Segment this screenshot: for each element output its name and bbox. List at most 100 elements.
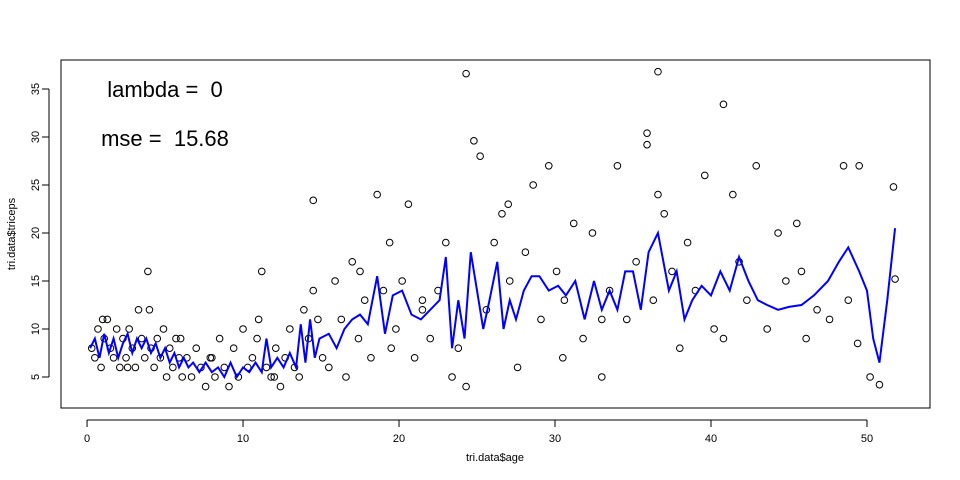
- data-point: [569, 219, 578, 228]
- x-tick-label: 20: [393, 433, 405, 445]
- data-point: [649, 296, 658, 304]
- data-point: [159, 325, 168, 333]
- data-point: [813, 305, 821, 314]
- data-point: [521, 248, 530, 256]
- data-point: [598, 373, 606, 381]
- data-point: [853, 339, 862, 348]
- data-point: [605, 286, 614, 295]
- data-point: [295, 373, 303, 381]
- data-point: [367, 353, 375, 362]
- data-point: [379, 286, 388, 295]
- data-point: [254, 315, 263, 324]
- data-point: [342, 373, 350, 381]
- data-point: [94, 325, 102, 333]
- data-point: [774, 229, 782, 237]
- data-point: [404, 200, 413, 208]
- data-point: [206, 353, 215, 362]
- data-point: [729, 190, 737, 199]
- data-point: [156, 353, 165, 362]
- data-point: [192, 344, 201, 352]
- data-point: [660, 209, 668, 218]
- x-tick-label: 50: [861, 433, 873, 445]
- data-point: [116, 363, 124, 372]
- data-point: [162, 373, 171, 381]
- data-point: [442, 238, 450, 247]
- data-point: [109, 353, 118, 362]
- data-point: [262, 363, 271, 372]
- data-point: [462, 382, 470, 391]
- data-point: [398, 277, 406, 285]
- data-point: [112, 325, 121, 333]
- data-point: [622, 315, 631, 324]
- data-point: [176, 334, 185, 343]
- data-point: [356, 267, 364, 276]
- data-point: [802, 334, 810, 343]
- data-point: [309, 196, 318, 205]
- data-point: [579, 334, 587, 343]
- data-point: [891, 275, 899, 283]
- data-point: [270, 373, 279, 381]
- x-axis-label: tri.data$age: [466, 452, 524, 464]
- fit-line: [89, 228, 897, 380]
- data-point: [719, 334, 728, 343]
- data-point: [271, 344, 280, 352]
- data-point: [309, 286, 318, 295]
- data-point: [144, 267, 152, 276]
- data-point: [253, 334, 261, 343]
- data-point: [225, 382, 233, 391]
- data-point: [710, 325, 718, 333]
- data-point: [134, 305, 143, 314]
- y-axis-label: tri.data$triceps: [6, 197, 18, 270]
- data-point: [825, 315, 834, 324]
- data-point: [354, 334, 363, 343]
- data-point: [331, 277, 339, 285]
- data-point: [300, 305, 308, 314]
- data-point: [700, 171, 709, 180]
- data-point: [782, 277, 790, 285]
- data-point: [276, 382, 285, 391]
- annotation: mse = 15.68: [101, 126, 229, 151]
- data-point: [410, 353, 419, 362]
- data-point: [454, 344, 463, 352]
- data-point: [318, 353, 327, 362]
- data-point: [613, 161, 622, 170]
- data-point: [855, 161, 863, 170]
- data-point: [683, 238, 692, 247]
- data-point: [544, 161, 553, 170]
- data-point: [462, 69, 470, 78]
- data-point: [470, 137, 478, 145]
- data-point: [418, 296, 427, 304]
- data-point: [598, 315, 606, 324]
- y-tick-label: 20: [30, 227, 42, 239]
- data-point: [172, 334, 180, 343]
- data-point: [448, 373, 456, 381]
- data-point: [513, 363, 522, 372]
- data-point: [632, 257, 640, 266]
- data-point: [337, 315, 346, 324]
- data-point: [91, 353, 99, 362]
- data-point: [668, 267, 676, 276]
- data-point: [122, 353, 130, 362]
- data-point: [211, 373, 219, 381]
- x-tick-label: 40: [705, 433, 717, 445]
- y-tick-label: 30: [30, 131, 42, 143]
- data-point: [889, 183, 898, 191]
- data-point: [743, 296, 751, 304]
- y-tick-label: 5: [30, 374, 42, 380]
- data-point: [314, 315, 322, 324]
- data-point: [552, 267, 561, 276]
- y-tick-label: 35: [30, 83, 42, 95]
- data-point: [505, 277, 514, 285]
- y-tick-label: 25: [30, 179, 42, 191]
- x-tick-label: 10: [237, 433, 249, 445]
- data-point: [537, 315, 545, 324]
- data-point: [131, 363, 140, 372]
- data-point: [844, 296, 853, 304]
- data-point: [559, 353, 567, 362]
- data-point: [719, 100, 728, 109]
- data-point: [165, 344, 174, 352]
- data-point: [239, 325, 247, 333]
- data-point: [675, 344, 684, 352]
- data-point: [248, 353, 257, 362]
- data-point: [654, 67, 662, 76]
